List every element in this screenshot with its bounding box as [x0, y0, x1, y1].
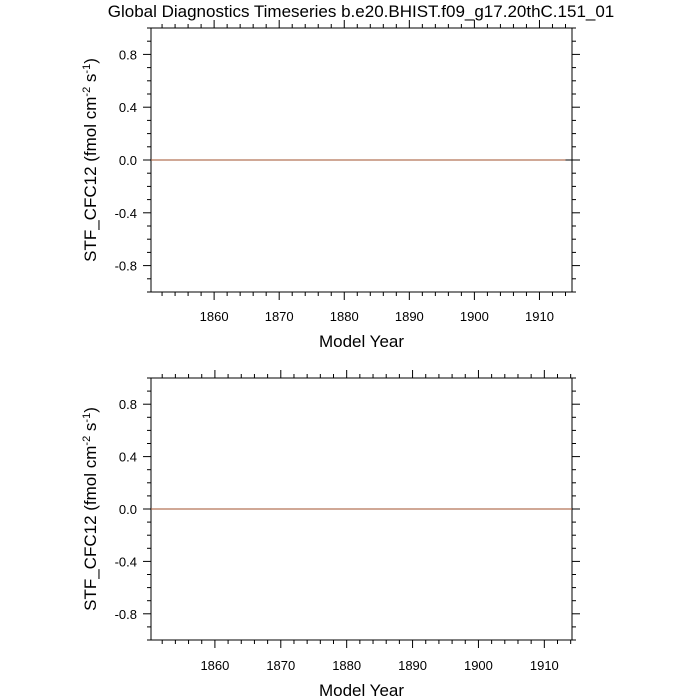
- x-tick-label: 1870: [265, 309, 294, 324]
- figure-title: Global Diagnostics Timeseries b.e20.BHIS…: [108, 2, 615, 21]
- label-text: ): [81, 407, 100, 413]
- superscript: -1: [81, 413, 93, 423]
- y-tick-label: -0.4: [115, 554, 137, 569]
- x-tick-label: 1880: [330, 309, 359, 324]
- timeseries-panel-top: 1860 1870 1880 1890 1900 1910 -0.8 -0.4 0.0 0.4 0.…: [81, 20, 580, 351]
- x-tick-label: 1860: [200, 309, 229, 324]
- x-tick-label: 1900: [464, 658, 493, 673]
- y-axis-title: STF_CFC12 (fmol cm-2 s-1): [81, 407, 100, 611]
- y-tick-label: 0.4: [119, 100, 137, 115]
- y-tick-label: 0.0: [119, 502, 137, 517]
- label-text: ): [81, 58, 100, 64]
- label-text: STF_CFC12 (fmol cm: [81, 97, 100, 262]
- x-tick-label: 1860: [200, 658, 229, 673]
- x-tick-label: 1900: [460, 309, 489, 324]
- x-tick-label: 1910: [525, 309, 554, 324]
- x-tick-label: 1890: [398, 658, 427, 673]
- y-tick-label: -0.4: [115, 206, 137, 221]
- y-tick-label: 0.0: [119, 153, 137, 168]
- timeseries-panel-bottom: 1860 1870 1880 1890 1900 1910 -0.8 -0.4 0.0 0.4 0.…: [81, 370, 580, 700]
- x-tick-label: 1890: [395, 309, 424, 324]
- label-text: STF_CFC12 (fmol cm: [81, 446, 100, 611]
- label-text: s: [81, 423, 100, 436]
- superscript: -1: [81, 64, 93, 74]
- label-text: s: [81, 74, 100, 87]
- x-tick-label: 1880: [332, 658, 361, 673]
- y-tick-label: -0.8: [115, 259, 137, 274]
- y-tick-label: 0.8: [119, 397, 137, 412]
- x-axis-title: Model Year: [319, 332, 404, 351]
- y-tick-label: -0.8: [115, 607, 137, 622]
- y-tick-label: 0.4: [119, 450, 137, 465]
- y-axis-title: STF_CFC12 (fmol cm-2 s-1): [81, 58, 100, 262]
- superscript: -2: [81, 87, 93, 97]
- x-tick-label: 1870: [266, 658, 295, 673]
- y-tick-label: 0.8: [119, 47, 137, 62]
- superscript: -2: [81, 436, 93, 446]
- x-tick-label: 1910: [530, 658, 559, 673]
- x-axis-title: Model Year: [319, 681, 404, 700]
